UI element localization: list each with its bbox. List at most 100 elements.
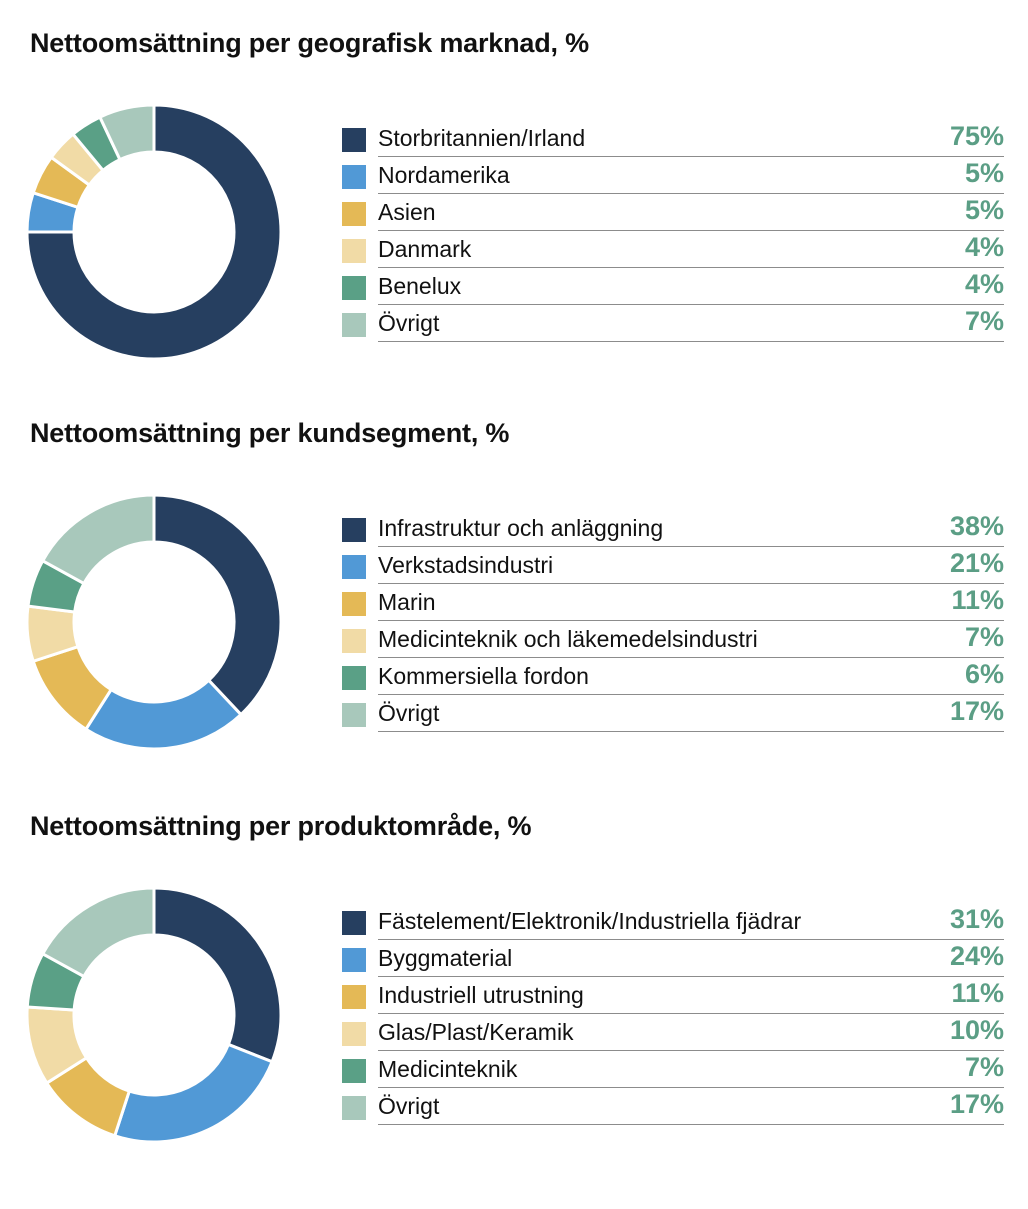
divider <box>378 156 1004 157</box>
donut-chart-geografisk-marknad <box>25 103 283 361</box>
divider <box>378 1124 1004 1125</box>
chart-section-geografisk-marknad: Nettoomsättning per geografisk marknad, … <box>0 0 1028 390</box>
legend-swatch <box>342 555 366 579</box>
donut-slice-1 <box>25 103 283 361</box>
legend-value: 10% <box>949 1015 1004 1045</box>
legend-value: 38% <box>949 511 1004 541</box>
legend-swatch <box>342 985 366 1009</box>
legend: Infrastruktur och anläggning 38% Verkstad… <box>342 509 1004 732</box>
legend-item: Benelux 4% <box>342 267 1004 305</box>
legend-swatch <box>342 629 366 653</box>
legend-item: Byggmaterial 24% <box>342 939 1004 977</box>
legend-item: Infrastruktur och anläggning 38% <box>342 509 1004 547</box>
divider <box>378 939 1004 940</box>
legend-value: 7% <box>964 622 1004 652</box>
donut-slice-6 <box>40 886 156 979</box>
donut-slice-6 <box>97 103 156 162</box>
donut-slice-2 <box>112 1042 275 1144</box>
legend-item: Kommersiella fordon 6% <box>342 657 1004 695</box>
legend-label: Benelux <box>378 273 462 299</box>
legend-item: Glas/Plast/Keramik 10% <box>342 1013 1004 1051</box>
legend-label: Infrastruktur och anläggning <box>378 515 664 541</box>
legend-label: Medicinteknik och läkemedelsindustri <box>378 626 758 652</box>
divider <box>378 341 1004 342</box>
legend-label: Nordamerika <box>378 162 510 188</box>
divider <box>378 657 1004 658</box>
legend-item: Verkstadsindustri 21% <box>342 546 1004 584</box>
divider <box>378 1050 1004 1051</box>
legend-label: Kommersiella fordon <box>378 663 589 689</box>
legend-value: 5% <box>964 195 1004 225</box>
legend-swatch <box>342 1022 366 1046</box>
legend-swatch <box>342 911 366 935</box>
legend-swatch <box>342 128 366 152</box>
legend-swatch <box>342 313 366 337</box>
divider <box>378 304 1004 305</box>
legend-label: Industriell utrustning <box>378 982 584 1008</box>
donut-slice-1 <box>152 493 283 717</box>
legend-value: 17% <box>949 696 1004 726</box>
legend-item: Övrigt 7% <box>342 304 1004 342</box>
legend-value: 75% <box>949 121 1004 151</box>
chart-title: Nettoomsättning per kundsegment, % <box>30 418 510 448</box>
divider <box>378 583 1004 584</box>
legend-value: 7% <box>964 306 1004 336</box>
legend-swatch <box>342 518 366 542</box>
legend-label: Byggmaterial <box>378 945 513 971</box>
divider <box>378 1087 1004 1088</box>
legend-value: 5% <box>964 158 1004 188</box>
legend-item: Medicinteknik och läkemedelsindustri 7% <box>342 620 1004 658</box>
legend-item: Storbritannien/Irland 75% <box>342 119 1004 157</box>
legend-item: Marin 11% <box>342 583 1004 621</box>
legend-swatch <box>342 1059 366 1083</box>
donut-chart-produktomrade <box>25 886 283 1144</box>
divider <box>378 976 1004 977</box>
legend-label: Övrigt <box>378 310 440 336</box>
legend-item: Övrigt 17% <box>342 1087 1004 1125</box>
donut-slice-6 <box>40 493 156 586</box>
legend-label: Medicinteknik <box>378 1056 518 1082</box>
legend-label: Danmark <box>378 236 472 262</box>
legend-item: Danmark 4% <box>342 230 1004 268</box>
legend-label: Marin <box>378 589 436 615</box>
legend-label: Övrigt <box>378 1093 440 1119</box>
chart-title: Nettoomsättning per geografisk marknad, … <box>30 28 589 58</box>
legend: Fästelement/Elektronik/Industriella fjäd… <box>342 902 1004 1125</box>
legend-label: Övrigt <box>378 700 440 726</box>
legend-label: Asien <box>378 199 436 225</box>
legend-value: 31% <box>949 904 1004 934</box>
legend-value: 24% <box>949 941 1004 971</box>
divider <box>378 267 1004 268</box>
legend-value: 7% <box>964 1052 1004 1082</box>
chart-title: Nettoomsättning per produktområde, % <box>30 811 532 841</box>
legend-swatch <box>342 239 366 263</box>
donut-slice-1 <box>152 886 283 1064</box>
legend-swatch <box>342 948 366 972</box>
legend-item: Fästelement/Elektronik/Industriella fjäd… <box>342 902 1004 940</box>
legend-value: 6% <box>964 659 1004 689</box>
chart-section-kundsegment: Nettoomsättning per kundsegment, % Infra… <box>0 390 1028 780</box>
legend-swatch <box>342 202 366 226</box>
legend-swatch <box>342 666 366 690</box>
legend-label: Storbritannien/Irland <box>378 125 586 151</box>
legend-value: 21% <box>949 548 1004 578</box>
divider <box>378 620 1004 621</box>
legend-value: 11% <box>951 978 1004 1008</box>
legend-swatch <box>342 165 366 189</box>
legend-value: 4% <box>964 232 1004 262</box>
divider <box>378 230 1004 231</box>
legend: Storbritannien/Irland 75% Nordamerika 5% A… <box>342 119 1004 342</box>
divider <box>378 546 1004 547</box>
divider <box>378 193 1004 194</box>
legend-item: Övrigt 17% <box>342 694 1004 732</box>
legend-item: Medicinteknik 7% <box>342 1050 1004 1088</box>
divider <box>378 694 1004 695</box>
chart-section-produktomrade: Nettoomsättning per produktområde, % Fäs… <box>0 783 1028 1173</box>
legend-item: Nordamerika 5% <box>342 156 1004 194</box>
legend-item: Industriell utrustning 11% <box>342 976 1004 1014</box>
legend-label: Fästelement/Elektronik/Industriella fjäd… <box>378 908 802 934</box>
legend-swatch <box>342 592 366 616</box>
legend-swatch <box>342 703 366 727</box>
divider <box>378 1013 1004 1014</box>
legend-swatch <box>342 1096 366 1120</box>
